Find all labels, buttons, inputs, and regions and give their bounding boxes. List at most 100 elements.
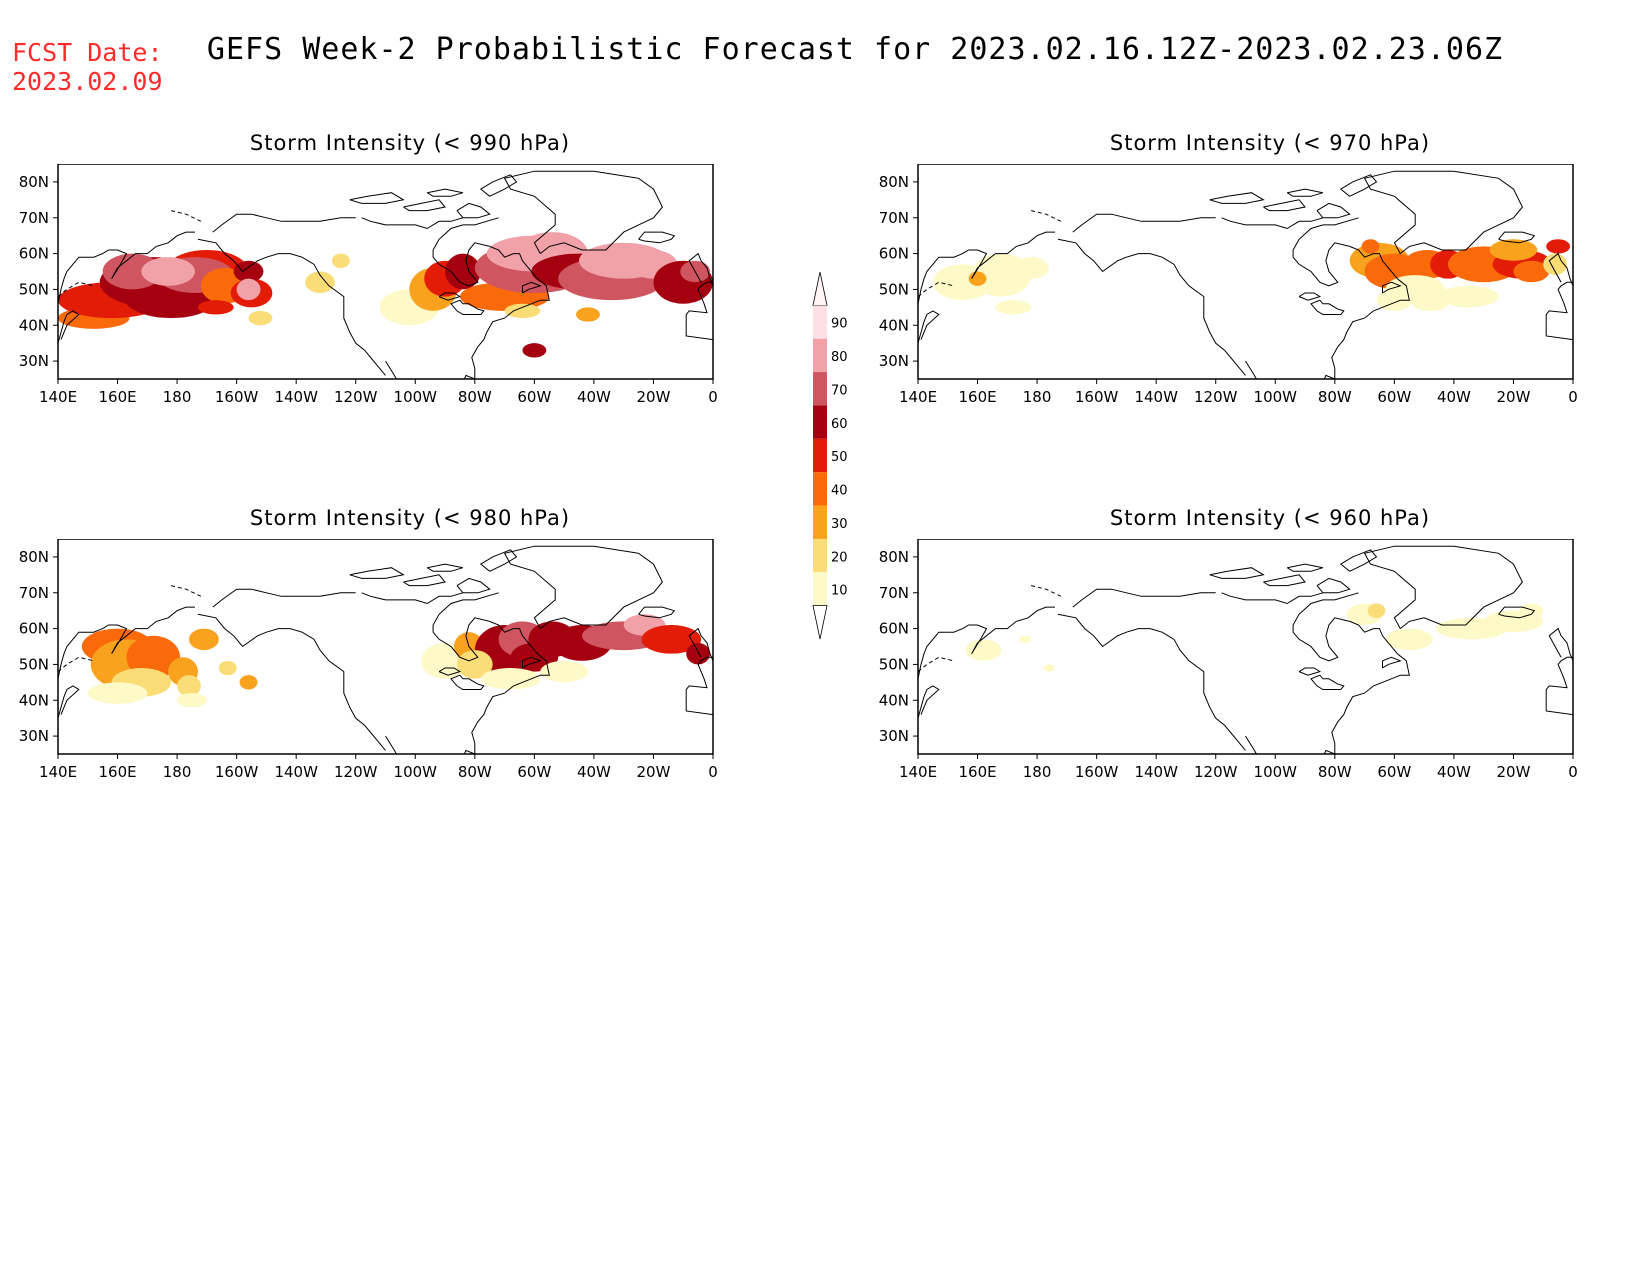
coastline-segment [438, 667, 462, 676]
lat-tick-label: 60N [19, 620, 49, 638]
coastline-segment [1382, 656, 1402, 669]
coastline-segment [438, 292, 462, 301]
coastline-segment [918, 310, 940, 344]
coastline-segment [1057, 238, 1246, 376]
coastline-segment [426, 188, 464, 197]
lon-tick-label: 180 [1023, 388, 1052, 406]
map-990: 80N 70N 60N 50N 40N 30N 140E 160E 180 160W 140W 120… [19, 164, 718, 406]
forecast-date-block: FCST Date: 2023.02.09 [12, 38, 163, 96]
coastline-segment [503, 170, 663, 254]
probability-area [197, 300, 234, 315]
lat-tick-label: 70N [879, 584, 909, 602]
lon-tick-label: 80W [458, 763, 492, 781]
coastline-segment [450, 299, 485, 315]
coastline-segment [918, 231, 1055, 304]
lon-tick-label: 60W [1377, 388, 1411, 406]
probability-area [1543, 253, 1568, 276]
panel-960: Storm Intensity (< 960 hPa) 80N 70N 60N 50N… [860, 500, 1650, 820]
coastline-segment [385, 620, 550, 754]
probability-area [995, 300, 1032, 315]
lat-tick-label: 50N [879, 280, 909, 298]
coastline-segment [58, 310, 80, 344]
legend-label: 50 [831, 450, 848, 465]
probability-area [1043, 664, 1055, 672]
lon-tick-label: 160E [98, 763, 136, 781]
probability-area [1519, 603, 1544, 618]
coastline-segment [1545, 656, 1573, 716]
lat-tick-label: 80N [19, 173, 49, 191]
coastline-segment [918, 685, 940, 719]
panel-970: Storm Intensity (< 970 hPa) 80N 70N 60N 50N… [860, 125, 1650, 445]
coastline-segment [1545, 281, 1573, 341]
probability-area [1439, 285, 1499, 308]
lon-tick-label: 160E [958, 763, 996, 781]
lon-tick-label: 160W [1075, 388, 1119, 406]
probability-area [686, 642, 711, 665]
legend-swatch [813, 405, 827, 439]
lat-tick-label: 50N [19, 280, 49, 298]
legend-label: 10 [831, 584, 848, 599]
probability-field-990 [58, 232, 713, 358]
coastline-980 [58, 545, 713, 754]
probability-area [968, 271, 987, 286]
probability-area [177, 693, 207, 708]
lon-tick-label: 180 [163, 763, 192, 781]
probability-area [1013, 257, 1049, 279]
probability-area [126, 635, 181, 679]
probability-area [480, 668, 541, 690]
panel-980: Storm Intensity (< 980 hPa) 80N 70N 60N 50N… [0, 500, 800, 820]
probability-area [1489, 239, 1538, 261]
coastline-970 [918, 170, 1573, 379]
coastline-segment [503, 545, 663, 629]
lon-tick-label: 140E [39, 763, 77, 781]
coastline-segment [522, 281, 542, 294]
coastline-segment [918, 606, 1055, 679]
probability-field-980 [81, 614, 711, 708]
probability-area [248, 310, 273, 326]
lon-tick-label: 80W [1318, 388, 1352, 406]
panel-990: Storm Intensity (< 990 hPa) 80N 70N 60N 50N… [0, 125, 800, 445]
coastline-segment [170, 585, 202, 597]
coastline-segment [1221, 592, 1324, 605]
coastline-segment [479, 174, 518, 197]
coastline-segment [1382, 281, 1402, 294]
lon-tick-label: 40W [1437, 388, 1471, 406]
coastline-segment [1498, 231, 1536, 244]
probability-area [1546, 239, 1571, 254]
lon-tick-label: 60W [517, 763, 551, 781]
lon-tick-label: 80W [458, 388, 492, 406]
lat-tick-label: 30N [19, 352, 49, 370]
legend-swatch [813, 572, 827, 606]
lon-tick-label: 160E [98, 388, 136, 406]
coastline-segment [197, 613, 386, 751]
coastline-segment [361, 217, 464, 230]
lat-tick-label: 40N [19, 691, 49, 709]
coastline-segment [385, 245, 550, 379]
coastline-segment [688, 252, 713, 286]
lon-tick-label: 140W [1134, 388, 1178, 406]
probability-area [1385, 628, 1434, 651]
lon-tick-label: 20W [1496, 388, 1530, 406]
coastline-segment [58, 606, 195, 679]
coastline-990 [58, 170, 713, 379]
coastline-segment [349, 192, 405, 204]
lon-tick-label: 20W [636, 388, 670, 406]
lon-tick-label: 100W [394, 388, 438, 406]
lat-tick-label: 30N [879, 352, 909, 370]
coastline-segment [58, 685, 80, 719]
coastline-segment [58, 231, 195, 304]
coastline-segment [403, 199, 446, 212]
coastline-segment [1209, 192, 1265, 204]
coastline-segment [1057, 613, 1246, 751]
coastline-segment [58, 656, 94, 672]
panel-title-970: Storm Intensity (< 970 hPa) [1109, 131, 1431, 155]
probability-area [233, 260, 264, 283]
lon-tick-label: 120W [334, 388, 378, 406]
lat-tick-label: 70N [19, 584, 49, 602]
coastline-segment [450, 674, 485, 690]
coastline-segment [456, 202, 491, 219]
coastline-segment [1286, 188, 1324, 197]
legend-swatch [813, 505, 827, 539]
coastline-segment [197, 238, 386, 376]
probability-area [305, 271, 335, 293]
